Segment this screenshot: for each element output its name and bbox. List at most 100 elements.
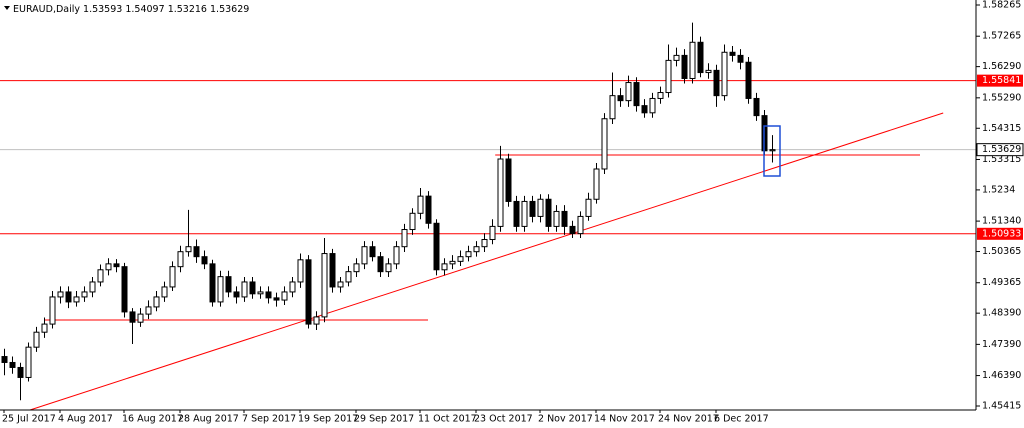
low-value: 1.53216 bbox=[168, 4, 207, 15]
candle-body bbox=[33, 331, 40, 348]
candle-body bbox=[25, 346, 32, 378]
candle-body bbox=[273, 297, 280, 301]
candle-body bbox=[153, 296, 160, 308]
candle-body bbox=[585, 198, 592, 217]
candle-body bbox=[737, 54, 744, 63]
menu-triangle bbox=[4, 6, 10, 10]
x-tick-label: 19 Sep 2017 bbox=[298, 414, 358, 425]
x-tick-label: 23 Oct 2017 bbox=[474, 414, 533, 425]
candle-body bbox=[225, 276, 232, 293]
x-tick-label: 7 Sep 2017 bbox=[242, 414, 296, 425]
x-tick-label: 28 Aug 2017 bbox=[178, 414, 239, 425]
symbol: EURAUD,Daily bbox=[13, 4, 80, 15]
x-tick-label: 29 Sep 2017 bbox=[354, 414, 414, 425]
candle-body bbox=[529, 200, 536, 217]
candle-body bbox=[73, 296, 80, 303]
candle-body bbox=[465, 251, 472, 258]
candle-body bbox=[201, 256, 208, 265]
candle-body bbox=[497, 158, 504, 227]
candle-body bbox=[705, 69, 712, 74]
plot-area bbox=[0, 22, 976, 411]
y-tick-label: 1.45415 bbox=[982, 401, 1021, 412]
candle-body bbox=[345, 271, 352, 283]
y-tick-label: 1.47390 bbox=[982, 339, 1021, 350]
candle-body bbox=[177, 251, 184, 268]
candle-body bbox=[425, 195, 432, 224]
candle-body bbox=[609, 95, 616, 120]
candle-body bbox=[385, 263, 392, 273]
price-label: 1.53629 bbox=[982, 144, 1021, 155]
y-tick-label: 1.56290 bbox=[982, 61, 1021, 72]
y-tick-label: 1.49365 bbox=[982, 277, 1021, 288]
candle-body bbox=[513, 200, 520, 227]
candle-body bbox=[377, 256, 384, 273]
candle-body bbox=[193, 246, 200, 258]
candle-body bbox=[673, 54, 680, 61]
x-tick-label: 2 Nov 2017 bbox=[538, 414, 593, 425]
candle-body bbox=[417, 195, 424, 214]
candle-body bbox=[433, 222, 440, 271]
candle-body bbox=[545, 198, 552, 227]
candle-body bbox=[601, 118, 608, 170]
trendline bbox=[29, 112, 944, 411]
level-label-box bbox=[977, 227, 1023, 240]
candle-body bbox=[745, 61, 752, 99]
y-tick-label: 1.53315 bbox=[982, 154, 1021, 165]
candle-body bbox=[41, 323, 48, 333]
candle-body bbox=[521, 200, 528, 227]
candle-body bbox=[409, 212, 416, 231]
candle-body bbox=[361, 246, 368, 265]
candle-body bbox=[649, 97, 656, 114]
y-tick-label: 1.57265 bbox=[982, 31, 1021, 42]
candle-body bbox=[697, 41, 704, 74]
chart-title: EURAUD,Daily 1.53593 1.54097 1.53216 1.5… bbox=[13, 4, 249, 15]
candle-body bbox=[105, 263, 112, 271]
level-label-box bbox=[977, 74, 1023, 87]
candle-body bbox=[305, 259, 312, 325]
candle-body bbox=[441, 263, 448, 271]
candle-body bbox=[641, 105, 648, 114]
candle-body bbox=[393, 246, 400, 265]
candle-body bbox=[233, 291, 240, 298]
candle-body bbox=[321, 253, 328, 318]
candle-body bbox=[713, 69, 720, 97]
y-tick-label: 1.48390 bbox=[982, 308, 1021, 319]
candle-body bbox=[481, 239, 488, 248]
y-tick-label: 1.46390 bbox=[982, 370, 1021, 381]
candle-body bbox=[57, 291, 64, 298]
candle-body bbox=[353, 263, 360, 273]
candle-body bbox=[569, 225, 576, 235]
candle-body bbox=[113, 263, 120, 268]
candle-body bbox=[657, 92, 664, 99]
candle-body bbox=[89, 281, 96, 293]
y-tick-label: 1.55290 bbox=[982, 92, 1021, 103]
level-label: 1.55841 bbox=[982, 75, 1021, 86]
candle-body bbox=[617, 95, 624, 102]
candle-body bbox=[241, 281, 248, 298]
candle-body bbox=[65, 291, 72, 303]
y-tick-label: 1.54315 bbox=[982, 123, 1021, 134]
candle-body bbox=[401, 229, 408, 248]
candle-body bbox=[145, 306, 152, 315]
candle-body bbox=[721, 51, 728, 97]
candle-body bbox=[281, 291, 288, 301]
candle-body bbox=[457, 256, 464, 262]
price-label-box bbox=[976, 143, 1024, 157]
candle-body bbox=[665, 59, 672, 94]
candle-body bbox=[9, 361, 16, 368]
x-tick-label: 14 Nov 2017 bbox=[594, 414, 655, 425]
x-tick-label: 16 Aug 2017 bbox=[122, 414, 183, 425]
candle-body bbox=[753, 97, 760, 117]
y-tick-label: 1.50365 bbox=[982, 246, 1021, 257]
candle-body bbox=[593, 168, 600, 200]
candle-body bbox=[49, 296, 56, 325]
candle-body bbox=[329, 253, 336, 288]
candle-body bbox=[289, 281, 296, 293]
candle-body bbox=[17, 366, 24, 378]
candle-body bbox=[297, 259, 304, 283]
candle-body bbox=[217, 276, 224, 303]
x-tick-label: 6 Dec 2017 bbox=[714, 414, 769, 425]
y-tick-label: 1.58265 bbox=[982, 0, 1021, 10]
